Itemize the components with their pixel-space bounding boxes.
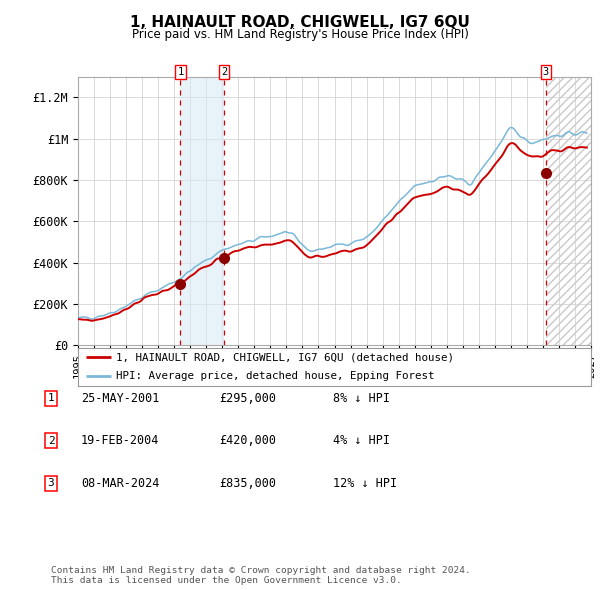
Text: £295,000: £295,000 (219, 392, 276, 405)
Text: 19-FEB-2004: 19-FEB-2004 (81, 434, 160, 447)
Text: £420,000: £420,000 (219, 434, 276, 447)
Bar (181, 77, 224, 345)
Text: 25-MAY-2001: 25-MAY-2001 (81, 392, 160, 405)
Text: 2: 2 (221, 67, 227, 77)
Text: £835,000: £835,000 (219, 477, 276, 490)
Text: 4% ↓ HPI: 4% ↓ HPI (333, 434, 390, 447)
Text: Contains HM Land Registry data © Crown copyright and database right 2024.
This d: Contains HM Land Registry data © Crown c… (51, 566, 471, 585)
Text: 08-MAR-2024: 08-MAR-2024 (81, 477, 160, 490)
Text: 2: 2 (47, 436, 55, 445)
Text: 3: 3 (47, 478, 55, 488)
Text: 1, HAINAULT ROAD, CHIGWELL, IG7 6QU: 1, HAINAULT ROAD, CHIGWELL, IG7 6QU (130, 15, 470, 30)
Bar (546, 77, 591, 345)
Text: 12% ↓ HPI: 12% ↓ HPI (333, 477, 397, 490)
Text: 1: 1 (178, 67, 184, 77)
Text: 8% ↓ HPI: 8% ↓ HPI (333, 392, 390, 405)
Text: 1, HAINAULT ROAD, CHIGWELL, IG7 6QU (detached house): 1, HAINAULT ROAD, CHIGWELL, IG7 6QU (det… (116, 352, 454, 362)
Text: 3: 3 (542, 67, 549, 77)
Text: Price paid vs. HM Land Registry's House Price Index (HPI): Price paid vs. HM Land Registry's House … (131, 28, 469, 41)
Text: 1: 1 (47, 394, 55, 403)
Text: HPI: Average price, detached house, Epping Forest: HPI: Average price, detached house, Eppi… (116, 372, 435, 382)
